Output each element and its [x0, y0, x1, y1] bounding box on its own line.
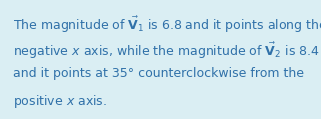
Text: negative $x$ axis, while the magnitude of $\vec{\mathbf{V}}_2$ is 8.4: negative $x$ axis, while the magnitude o…	[13, 40, 319, 61]
Text: The magnitude of $\vec{\mathbf{V}}_1$ is 6.8 and it points along the: The magnitude of $\vec{\mathbf{V}}_1$ is…	[13, 14, 321, 35]
Text: positive $x$ axis.: positive $x$ axis.	[13, 93, 107, 110]
Text: and it points at 35° counterclockwise from the: and it points at 35° counterclockwise fr…	[13, 67, 304, 80]
